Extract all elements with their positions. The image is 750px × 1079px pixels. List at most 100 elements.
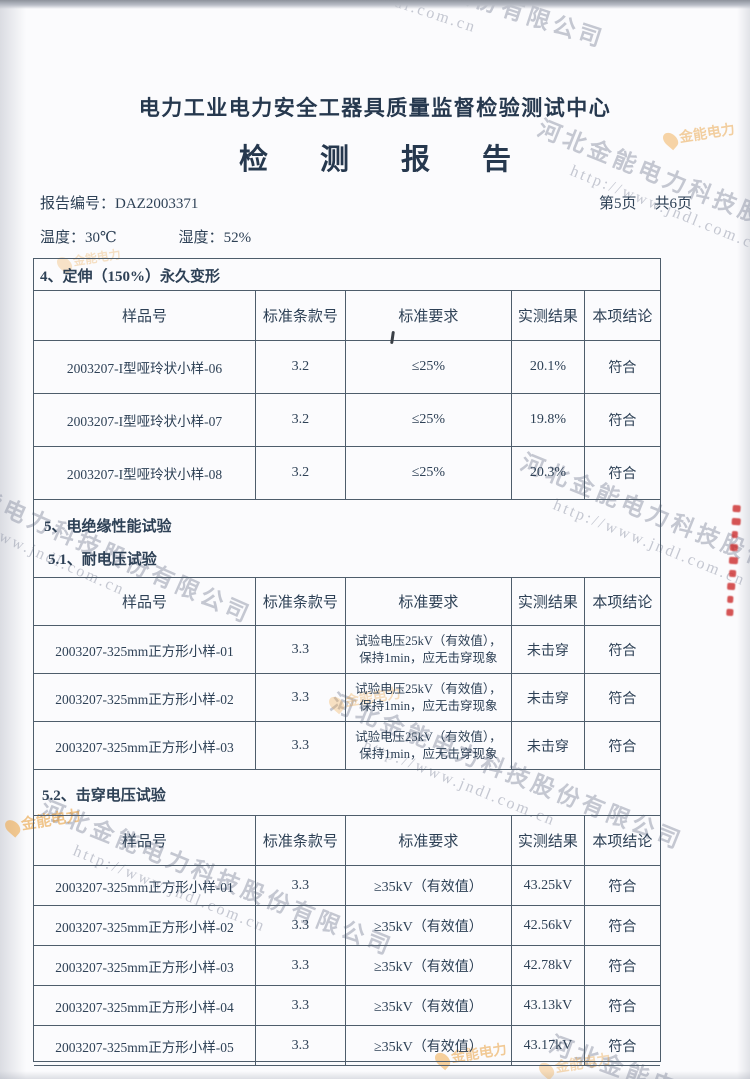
col-header-clause: 标准条款号 xyxy=(255,290,346,341)
results-table-withstand-voltage: 样品号 标准条款号 标准要求 实测结果 本项结论 2003207-325mm正方… xyxy=(34,577,660,770)
result-cell: 42.78kV xyxy=(511,945,585,986)
sample-id-cell: 2003207-325mm正方形小样-01 xyxy=(34,865,257,906)
watermark-url-text: http://www.jndl.com.cn xyxy=(233,0,599,77)
clause-cell: 3.3 xyxy=(255,1025,346,1066)
sample-id-cell: 2003207-325mm正方形小样-01 xyxy=(34,625,257,674)
watermark: 河北金能电力科技股份有限公司 http://www.jndl.com.cn xyxy=(233,0,610,77)
col-header-sample: 样品号 xyxy=(34,290,257,341)
section-heading: 4、定伸（150%）永久变形 xyxy=(40,269,221,285)
table-row: 2003207-325mm正方形小样-01 3.3 试验电压25kV（有效值），… xyxy=(34,625,660,674)
clause-cell: 3.2 xyxy=(255,446,346,500)
clause-cell: 3.3 xyxy=(255,945,346,986)
clause-cell: 3.2 xyxy=(255,393,346,447)
conclusion-cell: 符合 xyxy=(583,905,660,946)
result-cell: 20.1% xyxy=(511,340,585,394)
clause-cell: 3.3 xyxy=(255,673,346,722)
sample-id-cell: 2003207-325mm正方形小样-04 xyxy=(34,985,257,1026)
conclusion-cell: 符合 xyxy=(583,721,660,770)
table-row: 2003207-325mm正方形小样-03 3.3 试验电压25kV（有效值），… xyxy=(34,721,660,770)
sample-id-cell: 2003207-325mm正方形小样-05 xyxy=(34,1025,257,1066)
col-header-clause: 标准条款号 xyxy=(255,577,346,626)
table-row: 2003207-I型哑玲状小样-06 3.2 ≤25% 20.1% 符合 xyxy=(34,340,660,394)
scan-edge-left xyxy=(0,0,26,1079)
environment-conditions: 温度：30℃ 湿度：52% xyxy=(40,226,251,247)
requirement-cell: ≥35kV（有效值） xyxy=(344,945,513,986)
org-title: 电力工业电力安全工器具质量监督检验测试中心 xyxy=(138,96,612,120)
col-header-clause: 标准条款号 xyxy=(255,815,346,866)
humidity-label: 湿度： xyxy=(178,230,224,246)
section-heading: 5、电绝缘性能试验 xyxy=(44,519,172,535)
table-row: 2003207-I型哑玲状小样-07 3.2 ≤25% 19.8% 符合 xyxy=(34,393,660,447)
col-header-requirement: 标准要求 xyxy=(344,577,513,626)
conclusion-cell: 符合 xyxy=(583,393,660,447)
results-table-breakdown-voltage: 样品号 标准条款号 标准要求 实测结果 本项结论 2003207-325mm正方… xyxy=(34,815,660,1066)
requirement-cell: ≥35kV（有效值） xyxy=(344,905,513,946)
page-current: 第5页 xyxy=(598,196,637,212)
table-header-row: 样品号 标准条款号 标准要求 实测结果 本项结论 xyxy=(34,577,660,626)
col-header-conclusion: 本项结论 xyxy=(583,290,660,341)
sample-id-cell: 2003207-325mm正方形小样-03 xyxy=(34,721,257,770)
result-cell: 20.3% xyxy=(511,446,585,500)
result-cell: 43.17kV xyxy=(511,1025,585,1066)
requirement-cell: ≥35kV（有效值） xyxy=(344,865,513,906)
section-heading: 5.2、击穿电压试验 xyxy=(42,788,166,804)
results-outer-box: 4、定伸（150%）永久变形 样品号 标准条款号 标准要求 实测结果 本项结论 … xyxy=(33,258,661,1066)
report-number: 报告编号：DAZ2003371 xyxy=(40,192,198,213)
requirement-cell: ≤25% xyxy=(344,446,513,500)
col-header-result: 实测结果 xyxy=(511,290,585,341)
col-header-requirement: 标准要求 xyxy=(344,815,513,866)
report-number-value: DAZ2003371 xyxy=(115,196,199,212)
page-indicator: 第5页 共6页 xyxy=(599,192,692,213)
table-row: 2003207-I型哑玲状小样-08 3.2 ≤25% 20.3% 符合 xyxy=(34,446,660,500)
requirement-cell: 试验电压25kV（有效值），保持1min，应无击穿现象 xyxy=(344,721,513,770)
table-header-row: 样品号 标准条款号 标准要求 实测结果 本项结论 xyxy=(34,290,660,341)
result-cell: 未击穿 xyxy=(511,721,585,770)
report-title: 检测报告 xyxy=(238,144,563,176)
result-cell: 43.13kV xyxy=(511,985,585,1026)
requirement-cell: ≥35kV（有效值） xyxy=(344,1025,513,1066)
conclusion-cell: 符合 xyxy=(583,865,660,906)
col-header-conclusion: 本项结论 xyxy=(583,577,660,626)
clause-cell: 3.3 xyxy=(255,721,346,770)
sample-id-cell: 2003207-I型哑玲状小样-08 xyxy=(34,446,257,500)
conclusion-cell: 符合 xyxy=(583,625,660,674)
conclusion-cell: 符合 xyxy=(583,340,660,394)
page-total: 共6页 xyxy=(654,196,692,212)
col-header-requirement: 标准要求 xyxy=(344,290,513,341)
section-heading: 5.1、耐电压试验 xyxy=(48,552,157,568)
table-row: 2003207-325mm正方形小样-03 3.3 ≥35kV（有效值） 42.… xyxy=(34,945,660,986)
sample-id-cell: 2003207-I型哑玲状小样-06 xyxy=(34,340,257,394)
requirement-cell: 试验电压25kV（有效值），保持1min，应无击穿现象 xyxy=(344,673,513,722)
clause-cell: 3.3 xyxy=(255,625,346,674)
report-number-label: 报告编号： xyxy=(40,196,116,212)
clause-cell: 3.3 xyxy=(255,905,346,946)
temperature-value: 30℃ xyxy=(85,230,117,246)
scan-edge-bottom xyxy=(0,1071,750,1079)
results-table-elongation: 样品号 标准条款号 标准要求 实测结果 本项结论 2003207-I型哑玲状小样… xyxy=(34,290,660,500)
sample-id-cell: 2003207-I型哑玲状小样-07 xyxy=(34,393,257,447)
scan-edge-right xyxy=(737,0,750,1079)
table-row: 2003207-325mm正方形小样-02 3.3 ≥35kV（有效值） 42.… xyxy=(34,905,660,946)
table-row: 2003207-325mm正方形小样-04 3.3 ≥35kV（有效值） 43.… xyxy=(34,985,660,1026)
result-cell: 未击穿 xyxy=(511,625,585,674)
conclusion-cell: 符合 xyxy=(583,1025,660,1066)
table-row: 2003207-325mm正方形小样-01 3.3 ≥35kV（有效值） 43.… xyxy=(34,865,660,906)
humidity-value: 52% xyxy=(223,230,252,246)
requirement-cell: 试验电压25kV（有效值），保持1min，应无击穿现象 xyxy=(344,625,513,674)
conclusion-cell: 符合 xyxy=(583,945,660,986)
col-header-result: 实测结果 xyxy=(511,815,585,866)
result-cell: 43.25kV xyxy=(511,865,585,906)
table-row: 2003207-325mm正方形小样-02 3.3 试验电压25kV（有效值），… xyxy=(34,673,660,722)
scan-edge-top xyxy=(0,0,750,9)
col-header-result: 实测结果 xyxy=(511,577,585,626)
sample-id-cell: 2003207-325mm正方形小样-02 xyxy=(34,905,257,946)
table-row: 2003207-325mm正方形小样-05 3.3 ≥35kV（有效值） 43.… xyxy=(34,1025,660,1066)
result-cell: 未击穿 xyxy=(511,673,585,722)
conclusion-cell: 符合 xyxy=(583,673,660,722)
result-cell: 42.56kV xyxy=(511,905,585,946)
conclusion-cell: 符合 xyxy=(583,446,660,500)
clause-cell: 3.2 xyxy=(255,340,346,394)
temperature-label: 温度： xyxy=(40,230,86,246)
requirement-cell: ≥35kV（有效值） xyxy=(344,985,513,1026)
